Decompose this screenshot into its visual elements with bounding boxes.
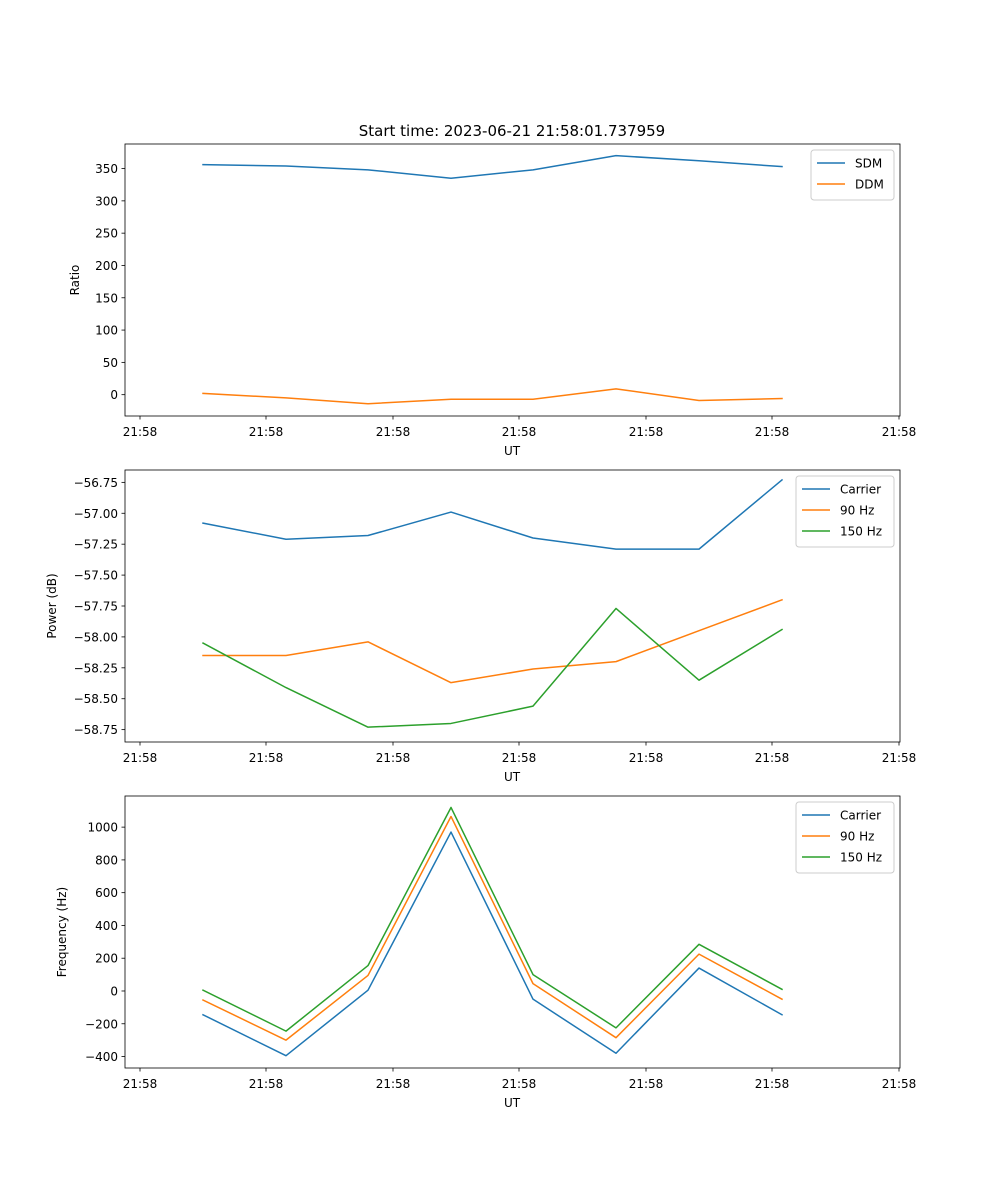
y-tick-label: 300	[95, 194, 118, 208]
series-line-90-hz	[202, 598, 783, 684]
axes-frame	[124, 795, 901, 1069]
y-tick-label: 0	[110, 388, 118, 402]
y-tick-label: 1000	[87, 821, 118, 835]
y-tick-label: 0	[110, 984, 118, 998]
chart-panel-2: −58.75 −58.50 −58.25 −58.00 −57.75 −57.50 −57.…	[45, 469, 917, 784]
y-tick-label: 600	[95, 886, 118, 900]
series-line-90-hz	[201, 815, 784, 1041]
x-tick-label: 21:58	[882, 425, 917, 439]
x-tick-label: 21:58	[882, 1077, 917, 1091]
y-tick-label: 150	[95, 291, 118, 305]
x-tick-label: 21:58	[629, 751, 664, 765]
y-tick-label: 50	[103, 356, 118, 370]
y-tick-label: 800	[95, 853, 118, 867]
y-tick-label: −57.50	[74, 569, 118, 583]
x-tick-label: 21:58	[376, 751, 411, 765]
y-tick-label: −58.75	[74, 723, 118, 737]
series-line-150-hz	[201, 607, 784, 728]
chart-panel-3: −400 −200 0 200 400 600 800 1000 21:58 21:58 21:58…	[55, 795, 917, 1110]
y-tick-label: 200	[95, 259, 118, 273]
y-tick-label: −58.25	[74, 661, 118, 675]
legend-entry: SDM	[855, 157, 882, 171]
x-tick-label: 21:58	[249, 751, 284, 765]
chart-panels: 0 50 100 150 200 250 300 350 21:58 21:58 21:58 21:5…	[45, 143, 917, 1110]
y-tick-label: 400	[95, 919, 118, 933]
chart-panel-1: 0 50 100 150 200 250 300 350 21:58 21:58 21:58 21:5…	[68, 143, 917, 458]
legend-entry: Carrier	[840, 483, 881, 497]
y-tick-label: −57.25	[74, 538, 118, 552]
series-line-ddm	[202, 388, 783, 405]
x-tick-label: 21:58	[249, 1077, 284, 1091]
y-tick-label: −58.00	[74, 630, 118, 644]
y-tick-label: −57.75	[74, 600, 118, 614]
y-axis-label: Power (dB)	[45, 573, 59, 638]
x-tick-label: 21:58	[502, 751, 537, 765]
series-line-carrier	[201, 831, 784, 1057]
x-tick-label: 21:58	[882, 751, 917, 765]
y-tick-label: −58.50	[74, 692, 118, 706]
legend-box	[795, 801, 895, 874]
y-tick-label: −200	[85, 1017, 118, 1031]
x-tick-label: 21:58	[249, 425, 284, 439]
figure-title: Start time: 2023-06-21 21:58:01.737959	[359, 122, 665, 140]
x-tick-label: 21:58	[123, 751, 158, 765]
y-axis-label: Ratio	[68, 265, 82, 296]
x-tick-label: 21:58	[376, 425, 411, 439]
x-axis-label: UT	[504, 444, 521, 458]
y-tick-label: 100	[95, 324, 118, 338]
y-tick-label: −56.75	[74, 476, 118, 490]
x-tick-label: 21:58	[755, 1077, 790, 1091]
legend-entry: 90 Hz	[840, 504, 874, 518]
legend-entry: 90 Hz	[840, 830, 874, 844]
y-axis-label: Frequency (Hz)	[55, 887, 69, 978]
legend-entry: Carrier	[840, 809, 881, 823]
x-tick-label: 21:58	[629, 425, 664, 439]
series-line-150-hz	[201, 806, 784, 1032]
axes-frame	[124, 143, 901, 417]
y-tick-label: 350	[95, 162, 118, 176]
x-axis-label: UT	[504, 770, 521, 784]
y-tick-label: 250	[95, 227, 118, 241]
series-line-carrier	[202, 478, 784, 550]
legend-entry: 150 Hz	[840, 851, 882, 865]
x-tick-label: 21:58	[123, 425, 158, 439]
legend-entry: DDM	[855, 178, 884, 192]
x-tick-label: 21:58	[123, 1077, 158, 1091]
x-tick-label: 21:58	[629, 1077, 664, 1091]
x-tick-label: 21:58	[502, 425, 537, 439]
x-tick-label: 21:58	[755, 425, 790, 439]
x-tick-label: 21:58	[502, 1077, 537, 1091]
y-tick-label: 200	[95, 952, 118, 966]
legend-entry: 150 Hz	[840, 525, 882, 539]
series-line-sdm	[202, 154, 783, 179]
y-tick-label: −400	[85, 1050, 118, 1064]
x-tick-label: 21:58	[755, 751, 790, 765]
x-axis-label: UT	[504, 1096, 521, 1110]
legend-box	[795, 475, 895, 548]
y-tick-label: −57.00	[74, 507, 118, 521]
x-tick-label: 21:58	[376, 1077, 411, 1091]
